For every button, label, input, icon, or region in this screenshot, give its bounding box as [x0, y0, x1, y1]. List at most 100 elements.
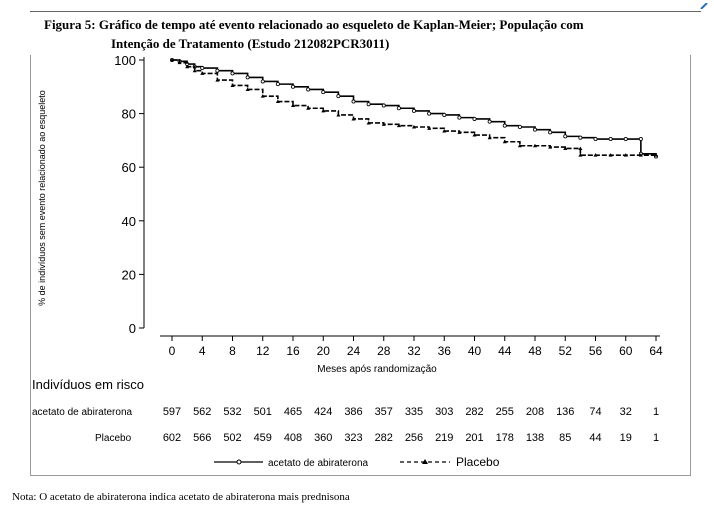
- series-point-1: [623, 153, 628, 157]
- series-point-1: [638, 153, 643, 157]
- risk-value: 597: [163, 406, 181, 418]
- series-line-0: [172, 59, 657, 157]
- risk-value: 201: [465, 432, 483, 444]
- series-point-0: [502, 123, 507, 128]
- series-point-1: [396, 123, 401, 128]
- series-point-1: [533, 143, 537, 148]
- risk-value: 282: [375, 432, 393, 444]
- corner-mark: [700, 3, 708, 9]
- series-point-0: [260, 79, 265, 84]
- series-point-1: [321, 108, 326, 113]
- series-point-1: [412, 125, 416, 129]
- risk-value: 85: [559, 432, 571, 444]
- risk-value: 282: [465, 406, 483, 418]
- series-point-0: [427, 111, 432, 116]
- series-point-1: [200, 71, 205, 75]
- risk-value: 178: [496, 432, 514, 444]
- x-tick-label: 4: [199, 344, 206, 358]
- series-point-0: [200, 66, 205, 71]
- risk-value: 303: [435, 406, 453, 418]
- series-point-1: [336, 112, 341, 117]
- series-point-1: [472, 133, 477, 137]
- risk-value: 219: [435, 432, 453, 444]
- x-tick-label: 28: [377, 344, 391, 358]
- series-point-1: [593, 153, 598, 157]
- x-tick-label: 40: [468, 344, 482, 358]
- risk-value: 255: [496, 406, 514, 418]
- series-point-0: [245, 75, 250, 80]
- series-point-1: [487, 135, 492, 140]
- figure-title-line-1: Figura 5: Gráfico de tempo até evento re…: [44, 17, 584, 32]
- series-point-1: [215, 78, 220, 82]
- y-tick-label: 40: [122, 214, 136, 229]
- y-tick-label: 100: [114, 53, 136, 68]
- series-point-0: [336, 94, 341, 99]
- series-point-1: [381, 122, 386, 126]
- risk-value: 335: [405, 406, 423, 418]
- x-tick-label: 12: [256, 344, 270, 358]
- figure-title-line-2: Intenção de Tratamento (Estudo 212082PCR…: [111, 36, 390, 51]
- series-point-1: [185, 64, 190, 69]
- x-tick-label: 36: [438, 344, 452, 358]
- series-point-0: [487, 119, 492, 124]
- risk-row-label: acetato de abiraterona: [32, 407, 133, 418]
- series-point-0: [533, 127, 538, 132]
- y-tick-label: 60: [122, 160, 136, 175]
- risk-value: 562: [193, 406, 211, 418]
- series-point-1: [578, 146, 583, 150]
- y-tick-label: 80: [122, 107, 136, 122]
- series-point-1: [306, 106, 311, 110]
- x-tick-label: 56: [589, 344, 603, 358]
- risk-value: 386: [344, 406, 362, 418]
- series-point-1: [442, 129, 447, 133]
- series-point-0: [215, 68, 220, 73]
- series-point-1: [230, 83, 235, 87]
- x-tick-label: 8: [229, 344, 236, 358]
- series-point-0: [593, 137, 598, 142]
- series-point-1: [351, 116, 356, 121]
- figure-footnote: Nota: O acetato de abiraterona indica ac…: [12, 491, 350, 503]
- y-axis-label: % de indivíduos sem evento relacionado a…: [37, 90, 47, 306]
- risk-value: 357: [375, 406, 393, 418]
- risk-value: 74: [589, 406, 601, 418]
- series-point-1: [170, 58, 174, 62]
- risk-value: 502: [223, 432, 241, 444]
- series-point-0: [563, 134, 568, 139]
- series-point-1: [608, 153, 613, 157]
- series-point-0: [230, 71, 235, 76]
- series-point-1: [245, 87, 250, 91]
- risk-table-header: Indivíduos em risco: [32, 377, 144, 392]
- series-point-1: [563, 146, 568, 150]
- x-tick-label: 64: [649, 344, 663, 358]
- x-tick-label: 0: [169, 344, 176, 358]
- legend-label-1: Placebo: [456, 455, 500, 469]
- y-tick-label: 20: [122, 267, 136, 282]
- risk-value: 459: [254, 432, 272, 444]
- series-point-1: [260, 94, 265, 98]
- x-axis-label: Meses após randomização: [317, 364, 437, 375]
- series-point-1: [502, 139, 507, 144]
- risk-value: 532: [223, 406, 241, 418]
- risk-value: 32: [620, 406, 632, 418]
- risk-value: 602: [163, 432, 181, 444]
- risk-value: 360: [314, 432, 332, 444]
- risk-value: 323: [344, 432, 362, 444]
- x-tick-label: 44: [498, 344, 512, 358]
- risk-value: 136: [556, 406, 574, 418]
- series-point-1: [366, 120, 371, 125]
- series-point-0: [321, 90, 326, 95]
- series-point-0: [290, 84, 295, 89]
- series-point-0: [381, 103, 386, 108]
- series-point-1: [654, 153, 658, 157]
- risk-value: 465: [284, 406, 302, 418]
- x-tick-label: 32: [407, 344, 421, 358]
- series-point-1: [291, 103, 295, 108]
- risk-value: 208: [526, 406, 544, 418]
- top-rule: [30, 11, 701, 12]
- risk-value: 566: [193, 432, 211, 444]
- x-tick-label: 20: [317, 344, 331, 358]
- risk-value: 424: [314, 406, 332, 418]
- series-point-0: [517, 125, 522, 130]
- series-point-0: [442, 112, 447, 117]
